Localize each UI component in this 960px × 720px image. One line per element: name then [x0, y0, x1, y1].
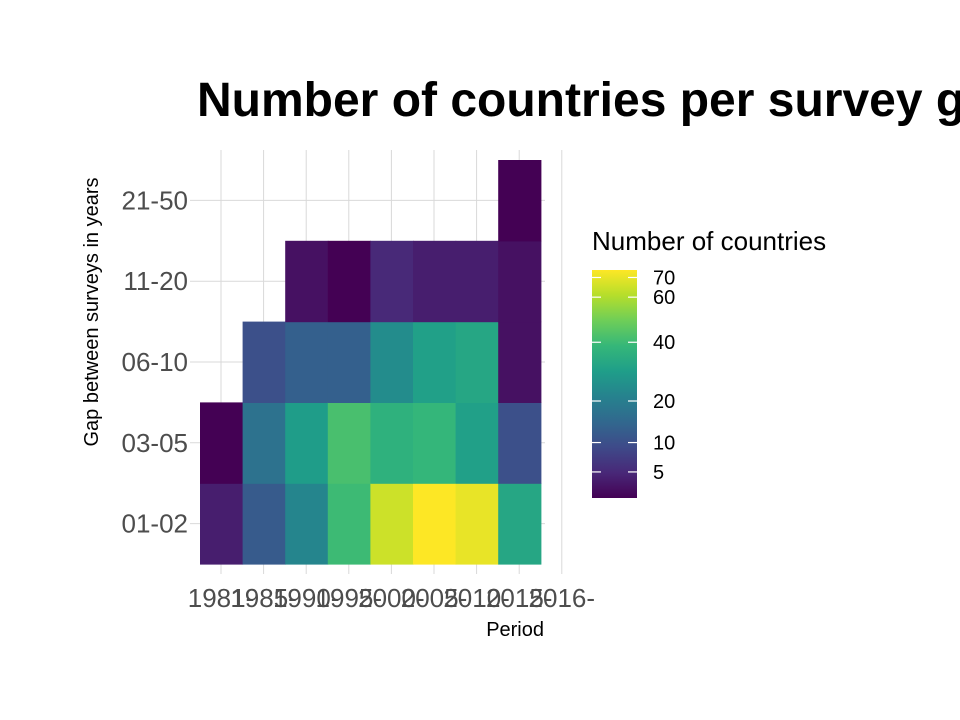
heatmap-cell: [413, 321, 457, 403]
y-tick-label: 06-10: [122, 347, 189, 377]
heatmap-cell: [370, 402, 414, 484]
legend-tick-label: 5: [653, 462, 664, 484]
heatmap-cell: [242, 483, 286, 565]
heatmap-cell: [413, 483, 457, 565]
x-axis-ticks: 1981-1985-1990-1995-2000-2005-2010-2015-…: [188, 583, 595, 613]
chart-title: Number of countries per survey g: [197, 74, 960, 127]
heatmap-cell: [498, 240, 542, 323]
heatmap-cell: [413, 402, 457, 484]
heatmap-cell: [327, 240, 371, 323]
heatmap-cell: [285, 483, 329, 565]
heatmap-cell: [370, 483, 414, 565]
heatmap-cells: [200, 160, 542, 565]
x-tick-label: 1995-: [316, 583, 383, 613]
y-axis-ticks: 01-02 03-05 06-10 11-20 21-50: [122, 185, 189, 538]
heatmap-cell: [327, 321, 371, 403]
heatmap-cell: [498, 160, 542, 242]
heatmap-cell: [498, 402, 542, 484]
legend-colorbar: [592, 270, 637, 498]
heatmap-cell: [285, 402, 329, 484]
legend-tick-label: 70: [653, 267, 675, 289]
heatmap-cell: [455, 402, 499, 484]
x-axis-title: Period: [486, 619, 544, 641]
heatmap-cell: [370, 321, 414, 403]
legend-tick-label: 10: [653, 433, 675, 455]
x-tick-label: 2015-: [486, 583, 553, 613]
y-axis-title: Gap between surveys in years: [81, 177, 103, 446]
heatmap-cell: [242, 402, 286, 484]
heatmap-cell: [455, 483, 499, 565]
heatmap-cell: [370, 240, 414, 323]
heatmap-cell: [285, 321, 329, 403]
legend-tick-label: 20: [653, 391, 675, 413]
y-tick-label: 03-05: [122, 428, 189, 458]
x-tick-label: 1985-: [230, 583, 297, 613]
x-tick-label: 1990-: [273, 583, 340, 613]
heatmap-cell: [413, 240, 457, 323]
heatmap-cell: [455, 321, 499, 403]
legend-tick-label: 60: [653, 287, 675, 309]
x-tick-label: 2005-: [401, 583, 468, 613]
y-tick-label: 11-20: [123, 266, 188, 296]
y-tick-label: 21-50: [122, 185, 189, 215]
x-tick-label: 2000-: [358, 583, 425, 613]
x-tick-label: 2010-: [443, 583, 510, 613]
legend-title: Number of countries: [592, 226, 826, 256]
x-tick-label: 2016-: [529, 583, 596, 613]
legend-tick-label: 40: [653, 332, 675, 354]
y-tick-label: 01-02: [122, 509, 189, 539]
heatmap-cell: [242, 321, 286, 403]
x-tick-label: 1981-: [188, 583, 255, 613]
heatmap-cell: [327, 483, 371, 565]
heatmap-cell: [285, 240, 329, 323]
heatmap-cell: [327, 402, 371, 484]
heatmap-cell: [498, 321, 542, 403]
heatmap-cell: [498, 483, 542, 565]
heatmap-cell: [200, 402, 244, 484]
heatmap-cell: [200, 483, 244, 565]
heatmap-cell: [455, 240, 499, 323]
